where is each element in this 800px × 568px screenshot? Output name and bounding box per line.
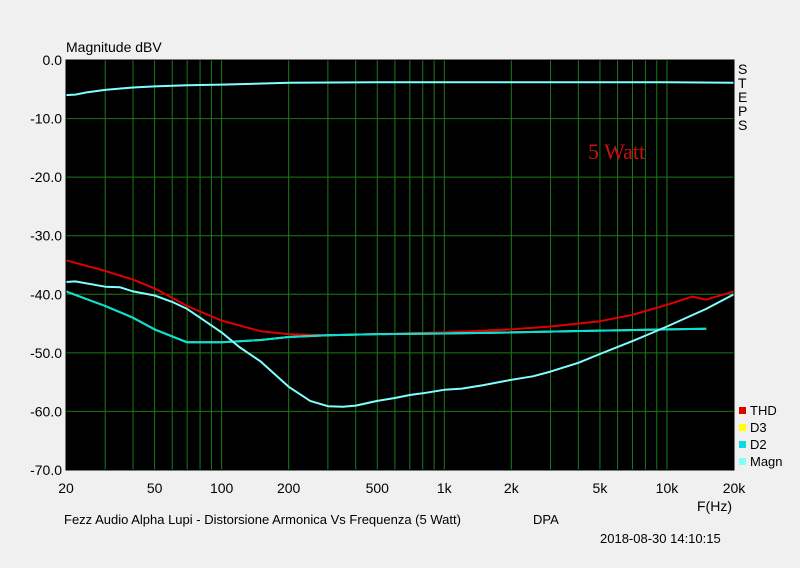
series-line (65, 81, 735, 97)
y-tick-label: -70.0 (30, 462, 62, 478)
legend-label: THD (750, 403, 777, 418)
y-tick-label: -60.0 (30, 403, 62, 419)
footer-timestamp: 2018-08-30 14:10:15 (600, 531, 721, 546)
footer-title: Fezz Audio Alpha Lupi - Distorsione Armo… (64, 512, 461, 527)
steps-letter: T (738, 75, 747, 91)
y-tick-label: 0.0 (43, 52, 63, 68)
y-axis-label: Magnitude dBV (66, 39, 162, 55)
x-axis-label: F(Hz) (697, 498, 732, 514)
steps-letter: E (738, 89, 747, 105)
x-tick-label: 20 (58, 480, 74, 496)
grid (66, 60, 734, 470)
x-tick-label: 100 (210, 480, 234, 496)
x-tick-label: 2k (504, 480, 520, 496)
x-tick-label: 20k (723, 480, 747, 496)
y-tick-label: -40.0 (30, 286, 62, 302)
legend-swatch (739, 407, 746, 414)
legend-label: Magn (750, 454, 783, 469)
x-tick-label: 500 (366, 480, 390, 496)
steps-letter: S (738, 117, 747, 133)
legend-label: D3 (750, 420, 767, 435)
plot-frame (65, 59, 735, 471)
y-tick-label: -50.0 (30, 345, 62, 361)
series-lines (65, 81, 735, 408)
annotation-label: 5 Watt (588, 139, 645, 164)
y-tick-label: -30.0 (30, 228, 62, 244)
y-tick-labels: 0.0 -10.0 -20.0 -30.0 -40.0 -50.0 -60.0 -70.0 (30, 52, 62, 478)
legend: THD D3 D2 Magn (739, 403, 783, 469)
x-tick-label: 1k (437, 480, 453, 496)
y-tick-label: -20.0 (30, 169, 62, 185)
y-tick-label: -10.0 (30, 111, 62, 127)
legend-label: D2 (750, 437, 767, 452)
series-line (65, 280, 735, 408)
x-tick-label: 5k (593, 480, 609, 496)
steps-letter: S (738, 61, 747, 77)
legend-swatch (739, 458, 746, 465)
plot-area (66, 60, 734, 470)
footer-source: DPA (533, 512, 559, 527)
x-tick-label: 200 (277, 480, 301, 496)
x-tick-label: 10k (656, 480, 680, 496)
x-tick-labels: 20 50 100 200 500 1k 2k 5k 10k 20k (58, 480, 746, 496)
legend-swatch (739, 441, 746, 448)
series-line (65, 290, 707, 344)
x-tick-label: 50 (147, 480, 163, 496)
legend-swatch (739, 424, 746, 431)
steps-letter: P (738, 103, 747, 119)
